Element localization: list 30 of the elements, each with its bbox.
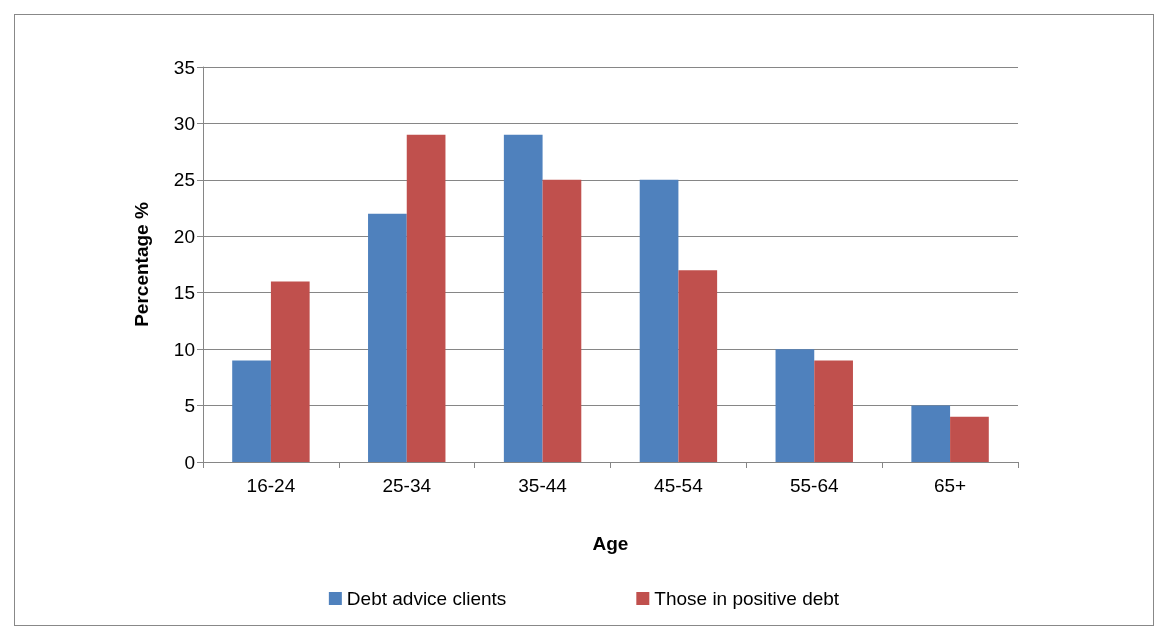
x-axis-title: Age <box>592 533 629 554</box>
legend-label: Those in positive debt <box>654 588 840 609</box>
y-tick-label: 30 <box>173 112 195 134</box>
x-tick-label: 35-44 <box>518 475 568 496</box>
x-tick-label: 45-54 <box>654 475 704 496</box>
bar <box>368 213 407 462</box>
bar <box>814 360 853 462</box>
bar <box>950 416 989 462</box>
x-tick-label: 55-64 <box>789 475 839 496</box>
bar <box>639 179 679 462</box>
x-tick-label: 25-34 <box>382 475 432 496</box>
bar <box>406 134 446 462</box>
y-axis-title: Percentage % <box>131 202 152 327</box>
y-tick-label: 5 <box>184 395 195 417</box>
bar <box>678 270 718 462</box>
bar <box>542 179 582 462</box>
y-tick-label: 20 <box>173 225 195 247</box>
bar <box>270 281 310 462</box>
bar <box>503 134 543 462</box>
y-tick-label: 25 <box>173 169 195 191</box>
bar <box>775 349 815 462</box>
bar <box>232 360 271 462</box>
y-tick-label: 0 <box>184 451 195 473</box>
y-tick-label: 10 <box>173 338 195 360</box>
bar <box>911 405 951 462</box>
y-tick-label: 35 <box>173 56 195 78</box>
x-tick-label: 16-24 <box>246 475 296 496</box>
y-tick-label: 15 <box>173 282 195 304</box>
legend-label: Debt advice clients <box>346 588 507 609</box>
x-tick-label: 65+ <box>933 475 967 496</box>
